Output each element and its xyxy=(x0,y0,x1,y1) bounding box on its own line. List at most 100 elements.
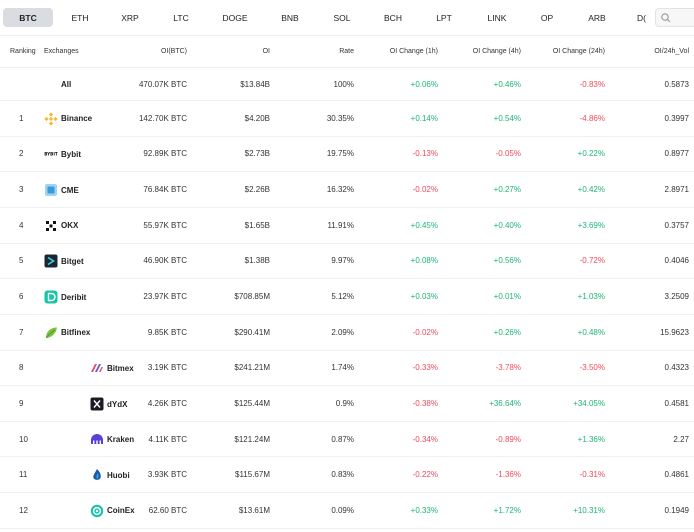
header-oi-change-24h[interactable]: OI Change (24h) xyxy=(552,48,605,55)
oi-cell: $125.44M xyxy=(234,399,270,408)
tab-arb[interactable]: ARB xyxy=(588,12,606,23)
ch1h-cell: +0.03% xyxy=(410,292,438,302)
oi-btc-cell: 55.97K BTC xyxy=(143,220,187,230)
header-ranking[interactable]: Ranking xyxy=(10,48,36,55)
table-row[interactable]: 5 Bitget 46.90K BTC $1.38B 9.97% +0.08% +0.56%… xyxy=(0,244,694,280)
exchange-name: All xyxy=(61,79,72,89)
tab-link[interactable]: LINK xyxy=(487,12,507,23)
ch1h-cell: +0.06% xyxy=(410,79,438,89)
rate-cell: 9.97% xyxy=(331,256,354,266)
table-row[interactable]: 1 Binance 142.70K BTC $4.20B 30.35% +0.14% +0.… xyxy=(0,101,694,137)
rate-cell: 5.12% xyxy=(331,292,354,302)
tab-bnb[interactable]: BNB xyxy=(281,12,299,23)
search-icon xyxy=(661,13,671,23)
header-oi-24h-vol[interactable]: OI/24h_Vol xyxy=(654,48,689,55)
table-row[interactable]: 11 Huobi 3.93K BTC $115.67M 0.83% -0.22% -1.36… xyxy=(0,458,694,494)
rate-cell: 19.75% xyxy=(326,149,354,159)
okx-logo-icon xyxy=(44,219,58,233)
exchange-cell[interactable]: OKX xyxy=(44,219,78,233)
tab-bch[interactable]: BCH xyxy=(384,12,402,23)
exchange-cell[interactable]: Binance xyxy=(44,112,92,126)
tab-d-partial[interactable]: D( xyxy=(637,12,646,23)
exchange-cell[interactable]: Bitget xyxy=(44,254,84,268)
table-row[interactable]: 8 Bitmex 3.19K BTC $241.21M 1.74% -0.33% -3.78… xyxy=(0,351,694,387)
coinex-logo-icon xyxy=(90,504,104,518)
exchange-cell[interactable]: Kraken xyxy=(90,433,134,447)
tab-btc[interactable]: BTC xyxy=(3,8,53,27)
table-row[interactable]: 9 dYdX 4.26K BTC $125.44M 0.9% -0.38% +36.64% +… xyxy=(0,386,694,422)
ch4h-cell: -1.36% xyxy=(495,470,521,480)
ch1h-cell: -0.22% xyxy=(412,470,438,480)
ch24h-cell: -0.83% xyxy=(579,79,605,89)
oi-btc-cell: 92.89K BTC xyxy=(143,149,187,159)
ch24h-cell: +0.42% xyxy=(577,185,605,195)
ch1h-cell: -0.34% xyxy=(412,434,438,444)
bybit-logo-icon: BYBIT xyxy=(44,147,58,161)
table-row[interactable]: 10 Kraken 4.11K BTC $121.24M 0.87% -0.34% -0.8… xyxy=(0,422,694,458)
table-row[interactable]: 7 Bitfinex 9.85K BTC $290.41M 2.09% -0.02% +0.… xyxy=(0,315,694,351)
table-row[interactable]: 12 CoinEx 62.60 BTC $13.61M 0.09% +0.33% +1.72… xyxy=(0,493,694,529)
ch24h-cell: +3.69% xyxy=(577,220,605,230)
tab-ltc[interactable]: LTC xyxy=(173,12,189,23)
exchange-name: Bitmex xyxy=(107,363,134,373)
exchange-cell[interactable]: Bitfinex xyxy=(44,326,90,340)
search-input[interactable] xyxy=(655,8,694,27)
oi24vol-cell: 2.27 xyxy=(673,434,689,444)
exchange-cell[interactable]: CoinEx xyxy=(90,504,135,518)
oi-cell: $708.85M xyxy=(234,292,270,302)
table-row-all[interactable]: All 470.07K BTC $13.84B 100% +0.06% +0.46% -0.… xyxy=(0,68,694,101)
header-oi[interactable]: OI xyxy=(262,48,270,55)
header-exchanges[interactable]: Exchanges xyxy=(44,48,79,55)
ch1h-cell: +0.14% xyxy=(410,113,438,123)
oi-cell: $241.21M xyxy=(234,363,270,373)
oi24vol-cell: 15.9623 xyxy=(660,327,689,337)
oi24vol-cell: 0.3757 xyxy=(664,220,689,230)
rate-cell: 11.91% xyxy=(327,220,354,230)
ch4h-cell: +1.72% xyxy=(493,505,521,515)
tab-sol[interactable]: SOL xyxy=(333,12,351,23)
tab-op[interactable]: OP xyxy=(540,12,554,23)
rank-cell: 4 xyxy=(19,220,24,230)
rate-cell: 0.83% xyxy=(331,470,354,480)
tab-eth[interactable]: ETH xyxy=(71,12,89,23)
header-oi-btc[interactable]: OI(BTC) xyxy=(160,48,187,55)
tab-doge[interactable]: DOGE xyxy=(222,12,248,23)
exchange-cell[interactable]: Huobi xyxy=(90,468,130,482)
oi-btc-cell: 4.26K BTC xyxy=(147,399,187,408)
dydx-logo-icon xyxy=(90,397,104,411)
svg-text:BYBIT: BYBIT xyxy=(44,152,58,157)
table-row[interactable]: 3 CME 76.84K BTC $2.26B 16.32% -0.02% +0.27% +0… xyxy=(0,172,694,208)
ch1h-cell: +0.33% xyxy=(410,505,438,515)
oi24vol-cell: 0.4323 xyxy=(664,363,689,373)
deribit-logo-icon xyxy=(44,290,58,304)
rate-cell: 2.09% xyxy=(331,327,354,337)
exchange-cell[interactable]: dYdX xyxy=(90,397,127,411)
exchange-cell[interactable]: Bitmex xyxy=(90,361,134,375)
oi24vol-cell: 0.8977 xyxy=(664,149,689,159)
table-row[interactable]: 2 BYBIT Bybit 92.89K BTC $2.73B 19.75% -0.13% -… xyxy=(0,137,694,173)
oi-btc-cell: 23.97K BTC xyxy=(143,292,187,302)
oi-btc-cell: 9.85K BTC xyxy=(147,327,187,337)
ch4h-cell: +0.46% xyxy=(493,79,521,89)
oi-cell: $4.20B xyxy=(244,113,270,123)
rate-cell: 0.9% xyxy=(335,399,354,408)
oi-cell: $2.73B xyxy=(244,149,270,159)
exchange-cell[interactable]: Deribit xyxy=(44,290,86,304)
tab-xrp[interactable]: XRP xyxy=(121,12,139,23)
header-oi-change-4h[interactable]: OI Change (4h) xyxy=(472,48,521,55)
oi-cell: $2.26B xyxy=(244,185,270,195)
tab-lpt[interactable]: LPT xyxy=(436,12,452,23)
header-rate[interactable]: Rate xyxy=(339,48,354,55)
header-oi-change-1h[interactable]: OI Change (1h) xyxy=(389,48,438,55)
exchange-cell[interactable]: CME xyxy=(44,183,79,197)
exchange-name: dYdX xyxy=(107,399,128,409)
rank-cell: 5 xyxy=(19,256,24,266)
table-row[interactable]: 6 Deribit 23.97K BTC $708.85M 5.12% +0.03% +0.… xyxy=(0,279,694,315)
table-row[interactable]: 4 OKX 55.97K BTC $1.65B 11.91% +0.45% +0.40% +3… xyxy=(0,208,694,244)
rank-cell: 2 xyxy=(19,149,24,159)
oi24vol-cell: 0.4046 xyxy=(664,256,689,266)
exchange-cell[interactable]: BYBIT Bybit xyxy=(44,147,81,161)
oi-cell: $121.24M xyxy=(234,434,270,444)
exchange-cell[interactable]: All xyxy=(61,80,71,89)
ch24h-cell: +1.36% xyxy=(577,434,605,444)
